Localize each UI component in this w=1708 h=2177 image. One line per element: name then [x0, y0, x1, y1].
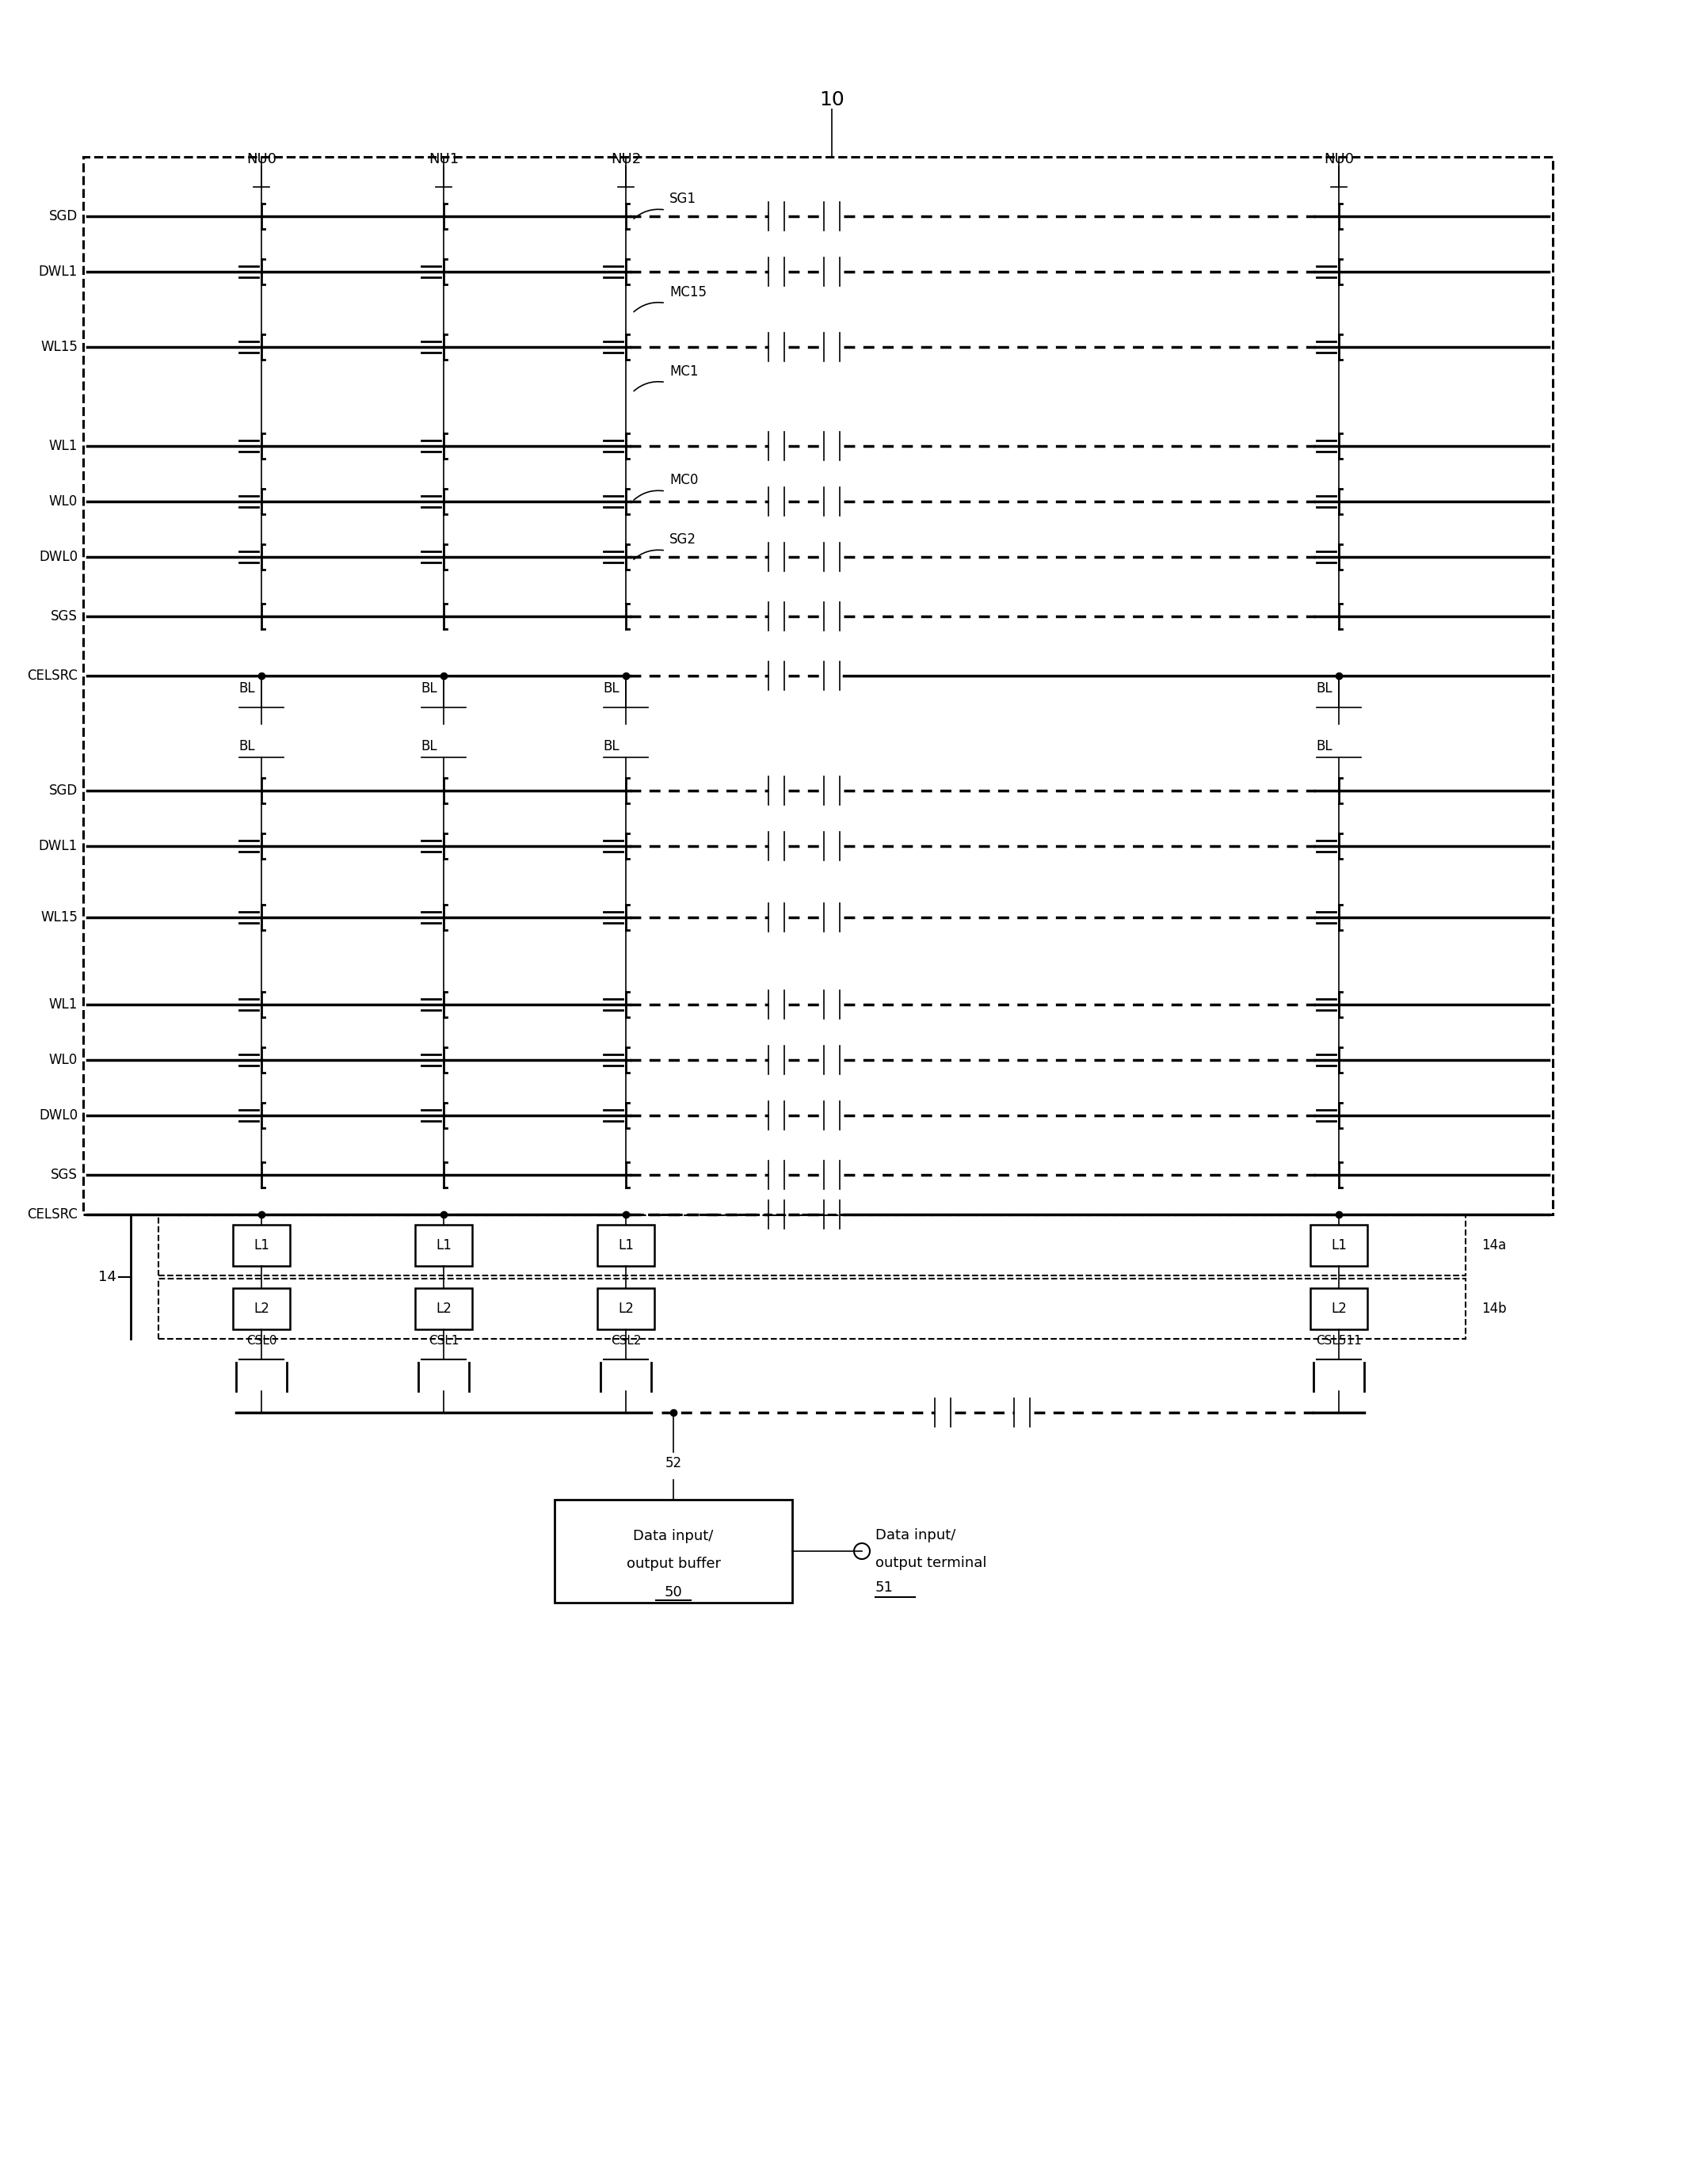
Text: MC15: MC15 [670, 285, 707, 298]
Text: WL0: WL0 [50, 1054, 77, 1067]
Text: DWL0: DWL0 [39, 551, 77, 564]
Text: L1: L1 [618, 1239, 634, 1252]
Bar [415, 1226, 471, 1267]
Text: SGS: SGS [51, 610, 77, 623]
Text: 50: 50 [664, 1585, 683, 1600]
Text: NU0: NU0 [246, 152, 277, 165]
Text: DWL1: DWL1 [39, 838, 77, 853]
Text: SG1: SG1 [670, 192, 697, 207]
Text: NU2: NU2 [611, 152, 640, 165]
Text: DWL1: DWL1 [39, 266, 77, 279]
Bar [232, 1289, 290, 1330]
Text: 52: 52 [664, 1456, 681, 1469]
Text: CELSRC: CELSRC [27, 1208, 77, 1221]
Text: NU1: NU1 [429, 152, 459, 165]
Text: MC1: MC1 [670, 364, 699, 379]
Bar [1310, 1289, 1368, 1330]
Text: BL: BL [1317, 740, 1332, 753]
Bar [84, 157, 1553, 1215]
Bar [159, 1278, 1465, 1339]
Text: L2: L2 [253, 1302, 270, 1315]
Text: DWL0: DWL0 [39, 1108, 77, 1123]
Text: BL: BL [603, 681, 620, 697]
Text: L1: L1 [253, 1239, 270, 1252]
Text: CELSRC: CELSRC [27, 668, 77, 684]
Text: output terminal: output terminal [876, 1557, 987, 1570]
Text: L1: L1 [1331, 1239, 1346, 1252]
Bar [598, 1289, 654, 1330]
Text: WL1: WL1 [50, 440, 77, 453]
Text: BL: BL [603, 740, 620, 753]
Text: CSL2: CSL2 [610, 1335, 640, 1348]
Text: SG2: SG2 [670, 533, 697, 546]
Text: SGS: SGS [51, 1167, 77, 1182]
Text: output buffer: output buffer [627, 1557, 721, 1570]
Bar [159, 1215, 1465, 1276]
Text: L2: L2 [1331, 1302, 1346, 1315]
Bar [555, 1500, 793, 1602]
Text: BL: BL [422, 740, 437, 753]
Text: L1: L1 [436, 1239, 451, 1252]
Text: SGD: SGD [50, 784, 77, 797]
Text: WL15: WL15 [41, 910, 77, 925]
Text: L2: L2 [436, 1302, 451, 1315]
Text: L2: L2 [618, 1302, 634, 1315]
Text: NU0: NU0 [1324, 152, 1354, 165]
Text: 14: 14 [99, 1269, 116, 1284]
Text: CSL511: CSL511 [1315, 1335, 1361, 1348]
Text: WL0: WL0 [50, 494, 77, 509]
Bar [598, 1226, 654, 1267]
Text: 51: 51 [876, 1581, 893, 1596]
Text: BL: BL [1317, 681, 1332, 697]
Text: BL: BL [239, 740, 254, 753]
Text: 14b: 14b [1481, 1302, 1506, 1315]
Text: 10: 10 [820, 89, 844, 109]
Text: SGD: SGD [50, 209, 77, 224]
Text: CSL0: CSL0 [246, 1335, 277, 1348]
Text: CSL1: CSL1 [429, 1335, 459, 1348]
Text: WL1: WL1 [50, 997, 77, 1012]
Text: Data input/: Data input/ [876, 1528, 956, 1543]
Text: WL15: WL15 [41, 340, 77, 355]
Bar [232, 1226, 290, 1267]
Text: BL: BL [239, 681, 254, 697]
Bar [415, 1289, 471, 1330]
Text: BL: BL [422, 681, 437, 697]
Bar [1310, 1226, 1368, 1267]
Text: 14a: 14a [1481, 1239, 1506, 1252]
Text: MC0: MC0 [670, 472, 699, 488]
Text: Data input/: Data input/ [634, 1528, 714, 1543]
